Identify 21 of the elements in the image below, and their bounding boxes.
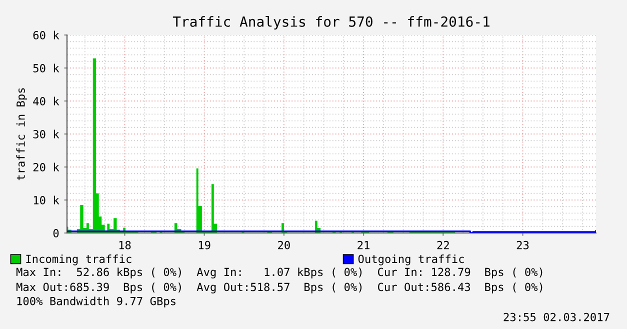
y-tick-label: 20 k [33,162,60,172]
x-tick-label: 21 [358,240,370,250]
text: Max In: 52.86 kBps ( 0%) Avg In: 1.07 kBps ( 0%) Cur In: 128.79 Bps ( 0%) [16,268,542,278]
x-tick-label: 19 [198,240,210,250]
y-tick-label: 0 [53,229,59,238]
chart-title: Traffic Analysis for 570 -- ffm-2016-1 [172,16,490,30]
x-tick-label: 23 [516,240,529,250]
y-tick-label: 60 k [33,30,60,40]
y-tick-label: 40 k [33,96,60,106]
x-tick-label: 20 [278,240,290,250]
x-tick-label: 18 [119,240,131,250]
y-tick-label: 50 k [33,64,60,72]
x-tick-label: 22 [437,240,449,250]
y-axis-title: traffic in Bps [16,88,28,180]
text: 100% Bandwidth 9.77 GBps [17,296,176,308]
y-tick-label: 30 k [33,130,60,138]
legend-label: Outgoing traffic [358,254,464,266]
legend-label: Incoming traffic [26,254,132,266]
text: 23:55 02.03.2017 [504,312,610,322]
y-tick-label: 10 k [34,196,60,204]
text: Max Out:685.39 Bps ( 0%) Avg Out:518.57 Bps ( 0%) Cur Out:586.43 Bps ( 0%) [16,282,542,294]
